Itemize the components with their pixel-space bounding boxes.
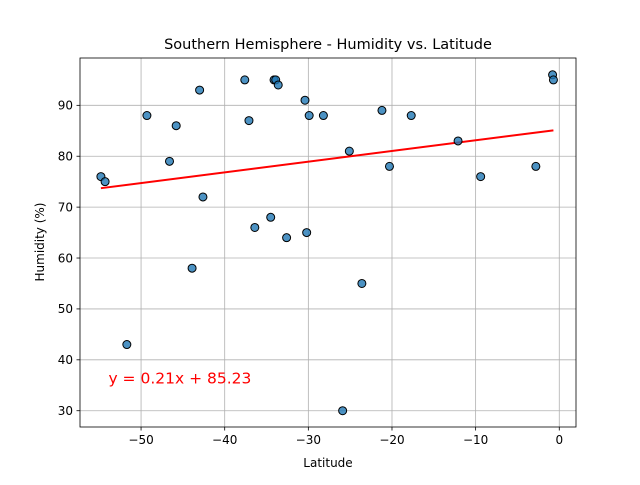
x-tick-label: −10 — [463, 433, 488, 447]
regression-line-group — [100, 129, 554, 190]
data-point — [250, 222, 260, 232]
data-point — [338, 406, 348, 416]
data-point — [244, 116, 254, 126]
data-point — [377, 105, 387, 115]
data-point — [187, 263, 197, 273]
data-point — [357, 278, 367, 288]
data-point — [406, 111, 416, 121]
y-tick-label: 70 — [58, 200, 73, 214]
chart-title: Southern Hemisphere - Humidity vs. Latit… — [164, 37, 492, 53]
y-tick-label: 50 — [58, 302, 73, 316]
y-axis-label: Humidity (%) — [33, 203, 47, 282]
data-point — [142, 111, 152, 121]
data-point — [453, 136, 463, 146]
regression-line — [100, 129, 554, 190]
data-point — [100, 177, 110, 187]
data-point — [273, 80, 283, 90]
data-point — [164, 156, 174, 166]
x-axis-label: Latitude — [303, 456, 352, 470]
data-point — [304, 111, 314, 121]
data-point — [318, 111, 328, 121]
data-point — [198, 192, 208, 202]
data-point — [266, 212, 276, 222]
data-point — [384, 161, 394, 171]
regression-equation-label: y = 0.21x + 85.23 — [108, 370, 251, 388]
plot-frame — [79, 57, 577, 428]
data-point — [282, 233, 292, 243]
data-point — [531, 161, 541, 171]
y-tick-label: 60 — [58, 251, 73, 265]
data-point — [122, 340, 132, 350]
data-point — [171, 121, 181, 131]
data-point — [300, 95, 310, 105]
x-axis-ticks: −50 −40 −30 −20 −10 0 — [128, 427, 563, 447]
x-tick-label: −20 — [379, 433, 404, 447]
data-points — [96, 70, 558, 416]
x-tick-label: −50 — [128, 433, 153, 447]
data-point — [240, 75, 250, 85]
x-tick-label: 0 — [555, 433, 563, 447]
data-point — [476, 172, 486, 182]
y-tick-label: 40 — [58, 353, 73, 367]
data-point — [344, 146, 354, 156]
data-point — [548, 75, 558, 85]
y-tick-label: 90 — [58, 99, 73, 113]
y-tick-label: 80 — [58, 150, 73, 164]
y-axis-ticks: 30 40 50 60 70 80 90 — [58, 99, 80, 418]
x-tick-label: −40 — [212, 433, 237, 447]
y-tick-label: 30 — [58, 404, 73, 418]
x-tick-label: −30 — [296, 433, 321, 447]
data-point — [302, 228, 312, 238]
data-point — [195, 85, 205, 95]
